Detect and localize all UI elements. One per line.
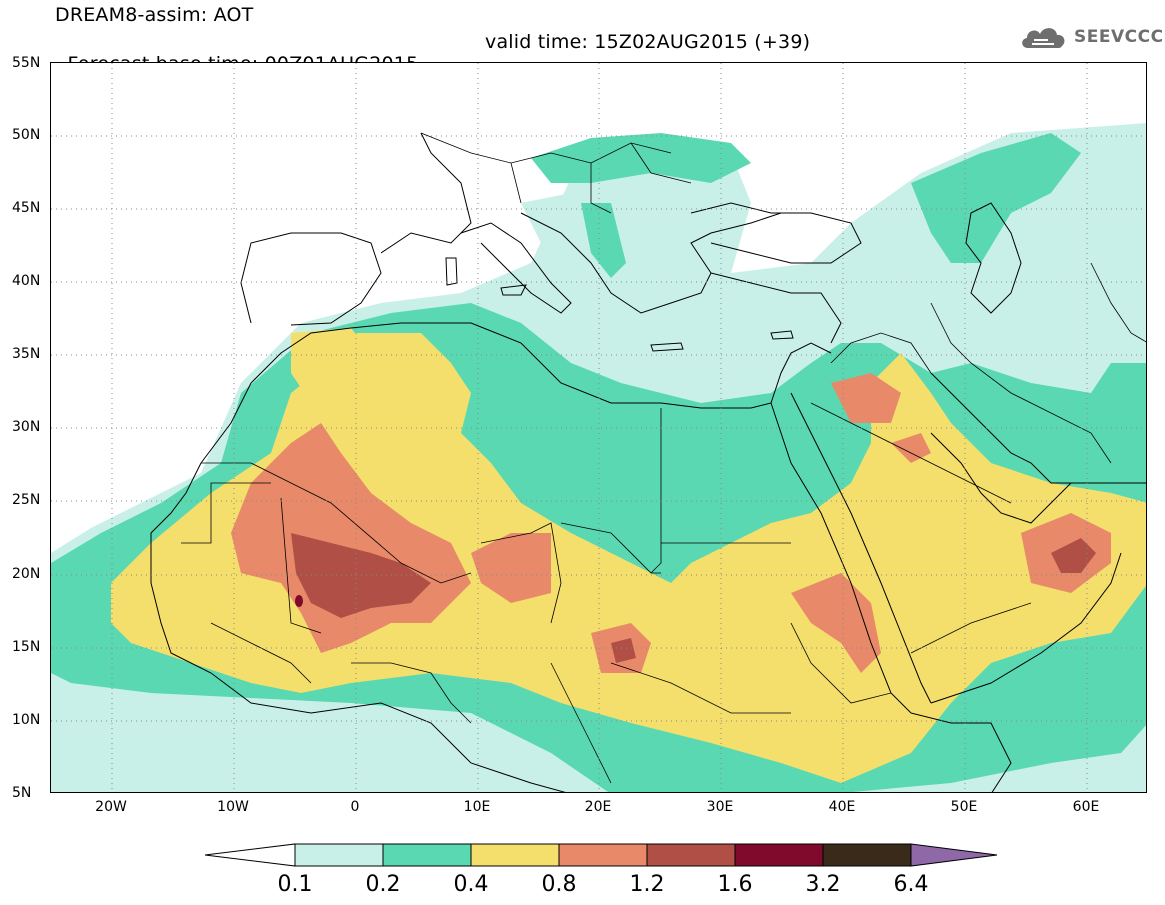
cbar-seg-16 bbox=[734, 843, 824, 867]
lon-label-10e: 10E bbox=[463, 799, 491, 815]
field-02-caspian bbox=[911, 133, 1081, 263]
cbar-seg-under bbox=[205, 843, 296, 867]
cbar-seg-32 bbox=[822, 843, 912, 867]
coast-africa-north bbox=[200, 322, 772, 464]
border-nigeria bbox=[351, 662, 472, 724]
coast-sicily bbox=[500, 284, 527, 296]
lat-label-40n: 40N bbox=[12, 273, 41, 289]
lat-label-45n: 45N bbox=[12, 200, 41, 216]
lat-label-50n: 50N bbox=[12, 127, 41, 143]
cbar-seg-02 bbox=[382, 843, 472, 867]
coast-levant bbox=[770, 342, 832, 404]
field-04-morocco bbox=[291, 328, 371, 403]
border-westafrica bbox=[210, 622, 312, 684]
cbar-label-0-2: 0.2 bbox=[365, 872, 401, 897]
field-12-oman bbox=[1051, 538, 1096, 573]
border-libya-egypt bbox=[650, 408, 662, 574]
coast-redsea-east bbox=[790, 392, 932, 704]
border-chad-sudan bbox=[560, 522, 661, 574]
cbar-label-1-2: 1.2 bbox=[629, 872, 665, 897]
map-title: DREAM8-assim: AOT bbox=[55, 4, 254, 26]
border-mauritania bbox=[181, 482, 271, 544]
lon-label-20w: 20W bbox=[95, 799, 127, 815]
border-mali-niger bbox=[280, 497, 322, 634]
coast-italy bbox=[460, 222, 572, 314]
cbar-label-6-4: 6.4 bbox=[893, 872, 929, 897]
valid-time: valid time: 15Z02AUG2015 (+39) bbox=[485, 31, 811, 53]
lon-label-50e: 50E bbox=[950, 799, 978, 815]
lon-label-0: 0 bbox=[350, 799, 360, 815]
coast-caspian bbox=[965, 202, 1022, 314]
lat-label-10n: 10N bbox=[12, 712, 41, 728]
coast-sardinia bbox=[445, 257, 458, 286]
field-12-sudan bbox=[611, 638, 636, 663]
field-04-main bbox=[111, 333, 1146, 783]
border-europe-2 bbox=[510, 142, 692, 214]
lat-label-5n: 5N bbox=[12, 785, 32, 801]
coast-africa-west bbox=[150, 462, 566, 792]
field-08-iraq bbox=[831, 373, 901, 423]
lat-label-30n: 30N bbox=[12, 419, 41, 435]
lon-label-40e: 40E bbox=[828, 799, 856, 815]
colorbar bbox=[205, 843, 998, 867]
lat-label-15n: 15N bbox=[12, 639, 41, 655]
border-iraq bbox=[830, 332, 932, 374]
lat-label-55n: 55N bbox=[12, 55, 41, 71]
coast-crete bbox=[650, 342, 684, 352]
border-central-africa bbox=[550, 662, 612, 784]
coast-horn bbox=[910, 712, 1012, 792]
coast-blacksea bbox=[690, 202, 862, 264]
coast-france bbox=[380, 132, 472, 254]
border-algeria-mali bbox=[201, 462, 472, 584]
aot-field-1-6 bbox=[295, 595, 303, 607]
border-saudi bbox=[810, 402, 1012, 504]
seevccc-logo: SEEVCCC bbox=[1018, 22, 1164, 52]
lon-label-20e: 20E bbox=[584, 799, 612, 815]
aot-field-0-4 bbox=[111, 328, 1146, 783]
border-niger-chad bbox=[480, 522, 562, 624]
coast-balkans bbox=[520, 212, 782, 314]
cbar-label-0-1: 0.1 bbox=[277, 872, 313, 897]
border-ethiopia bbox=[790, 622, 892, 704]
coast-cyprus bbox=[770, 330, 794, 340]
cbar-label-3-2: 3.2 bbox=[805, 872, 841, 897]
coast-gulf bbox=[930, 432, 1072, 524]
cbar-label-1-6: 1.6 bbox=[717, 872, 753, 897]
lat-label-20n: 20N bbox=[12, 566, 41, 582]
lat-label-25n: 25N bbox=[12, 492, 41, 508]
field-16-spot bbox=[295, 595, 303, 607]
border-sudan-southsudan bbox=[610, 662, 791, 714]
cbar-seg-12 bbox=[646, 843, 736, 867]
lon-label-10w: 10W bbox=[217, 799, 249, 815]
country-borders bbox=[181, 132, 1146, 784]
cbar-seg-01 bbox=[294, 843, 384, 867]
aot-map bbox=[51, 63, 1146, 792]
border-iran-east bbox=[1090, 262, 1146, 343]
field-08-redsea bbox=[791, 573, 881, 673]
border-iran bbox=[930, 302, 1112, 464]
cbar-label-0-4: 0.4 bbox=[453, 872, 489, 897]
graticule bbox=[51, 63, 1146, 792]
lon-label-30e: 30E bbox=[706, 799, 734, 815]
cbar-label-0-8: 0.8 bbox=[541, 872, 577, 897]
lon-label-60e: 60E bbox=[1072, 799, 1100, 815]
cbar-seg-04 bbox=[470, 843, 560, 867]
field-08-chad bbox=[471, 533, 551, 603]
cbar-seg-08 bbox=[558, 843, 648, 867]
coast-turkey bbox=[710, 272, 842, 344]
lat-label-35n: 35N bbox=[12, 346, 41, 362]
logo-text: SEEVCCC bbox=[1074, 27, 1164, 47]
field-02-balkans bbox=[581, 203, 626, 278]
coast-persian bbox=[930, 372, 1146, 484]
coast-arabia-south bbox=[930, 552, 1122, 704]
border-yemen bbox=[910, 602, 1032, 654]
coastlines bbox=[150, 132, 1146, 792]
cbar-seg-over bbox=[910, 843, 998, 867]
map-panel[interactable] bbox=[50, 62, 1147, 793]
cloud-icon bbox=[1022, 28, 1065, 48]
field-08-kuwait bbox=[891, 433, 931, 463]
